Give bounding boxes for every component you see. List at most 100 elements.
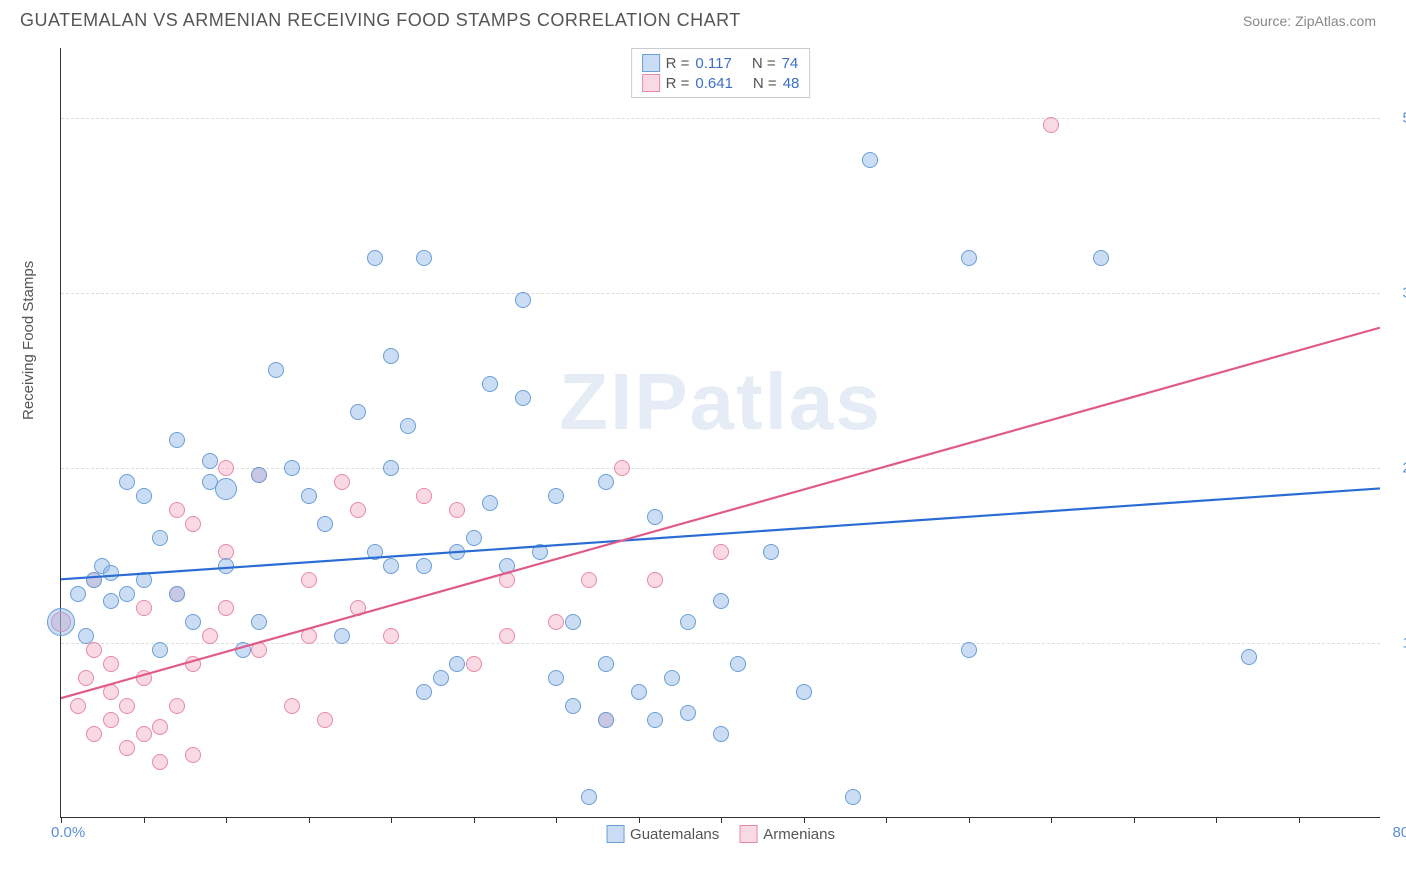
- y-tick-label: 50.0%: [1402, 110, 1406, 127]
- scatter-point: [680, 705, 696, 721]
- scatter-point: [78, 628, 94, 644]
- scatter-point: [284, 698, 300, 714]
- scatter-point: [169, 698, 185, 714]
- scatter-point: [730, 656, 746, 672]
- chart-title: GUATEMALAN VS ARMENIAN RECEIVING FOOD ST…: [20, 10, 741, 31]
- scatter-point: [152, 719, 168, 735]
- scatter-point: [416, 488, 432, 504]
- scatter-point: [103, 565, 119, 581]
- scatter-point: [713, 544, 729, 560]
- scatter-point: [367, 250, 383, 266]
- r-value-armenians: 0.641: [695, 75, 733, 92]
- scatter-point: [185, 656, 201, 672]
- scatter-point: [70, 586, 86, 602]
- scatter-point: [532, 544, 548, 560]
- scatter-point: [284, 460, 300, 476]
- scatter-point: [581, 572, 597, 588]
- scatter-point: [185, 516, 201, 532]
- scatter-point: [86, 642, 102, 658]
- stats-row-guatemalans: R = 0.117 N = 74: [642, 53, 800, 73]
- x-tick: [474, 817, 475, 823]
- swatch-armenians: [642, 74, 660, 92]
- scatter-point: [449, 656, 465, 672]
- scatter-point: [218, 558, 234, 574]
- scatter-point: [301, 488, 317, 504]
- scatter-point: [961, 250, 977, 266]
- x-tick: [556, 817, 557, 823]
- x-tick: [144, 817, 145, 823]
- x-tick: [61, 817, 62, 823]
- scatter-point: [301, 628, 317, 644]
- scatter-point: [416, 250, 432, 266]
- scatter-point: [845, 789, 861, 805]
- source-attribution: Source: ZipAtlas.com: [1243, 13, 1376, 29]
- scatter-point: [334, 474, 350, 490]
- legend-swatch-guatemalans: [606, 825, 624, 843]
- x-tick: [226, 817, 227, 823]
- scatter-point: [647, 572, 663, 588]
- scatter-point: [565, 698, 581, 714]
- x-tick: [639, 817, 640, 823]
- scatter-point: [334, 628, 350, 644]
- x-axis-max-label: 80.0%: [1392, 824, 1406, 841]
- scatter-point: [169, 586, 185, 602]
- scatter-point: [103, 712, 119, 728]
- scatter-point: [136, 488, 152, 504]
- scatter-point: [515, 292, 531, 308]
- scatter-point: [383, 460, 399, 476]
- scatter-point: [119, 740, 135, 756]
- scatter-point: [631, 684, 647, 700]
- scatter-point: [103, 656, 119, 672]
- scatter-point: [1093, 250, 1109, 266]
- gridline: [61, 293, 1380, 294]
- plot-surface: [61, 48, 1380, 817]
- scatter-point: [499, 628, 515, 644]
- scatter-point: [383, 628, 399, 644]
- scatter-point: [47, 608, 75, 636]
- scatter-point: [548, 488, 564, 504]
- x-axis-min-label: 0.0%: [51, 824, 85, 841]
- scatter-point: [215, 478, 237, 500]
- scatter-point: [169, 432, 185, 448]
- scatter-point: [350, 502, 366, 518]
- scatter-point: [383, 558, 399, 574]
- scatter-point: [548, 670, 564, 686]
- scatter-point: [647, 712, 663, 728]
- scatter-point: [581, 789, 597, 805]
- scatter-point: [1043, 117, 1059, 133]
- y-tick-label: 12.5%: [1402, 635, 1406, 652]
- chart-plot-area: ZIPatlas R = 0.117 N = 74 R = 0.641 N = …: [60, 48, 1380, 818]
- scatter-point: [86, 726, 102, 742]
- scatter-point: [482, 376, 498, 392]
- scatter-point: [152, 754, 168, 770]
- scatter-point: [251, 614, 267, 630]
- y-tick-label: 37.5%: [1402, 285, 1406, 302]
- x-tick: [1216, 817, 1217, 823]
- scatter-point: [70, 698, 86, 714]
- scatter-point: [367, 544, 383, 560]
- r-value-guatemalans: 0.117: [695, 55, 731, 72]
- n-value-armenians: 48: [783, 75, 800, 92]
- scatter-point: [713, 726, 729, 742]
- scatter-point: [86, 572, 102, 588]
- scatter-point: [433, 670, 449, 686]
- header: GUATEMALAN VS ARMENIAN RECEIVING FOOD ST…: [0, 0, 1406, 39]
- scatter-point: [317, 516, 333, 532]
- n-value-guatemalans: 74: [782, 55, 799, 72]
- y-axis-label: Receiving Food Stamps: [20, 261, 37, 420]
- scatter-point: [416, 558, 432, 574]
- x-tick: [886, 817, 887, 823]
- x-tick: [391, 817, 392, 823]
- scatter-point: [78, 670, 94, 686]
- scatter-point: [185, 747, 201, 763]
- scatter-point: [499, 572, 515, 588]
- scatter-point: [548, 614, 564, 630]
- scatter-point: [103, 593, 119, 609]
- scatter-point: [301, 572, 317, 588]
- scatter-point: [119, 474, 135, 490]
- scatter-point: [763, 544, 779, 560]
- x-tick: [1051, 817, 1052, 823]
- scatter-point: [466, 656, 482, 672]
- legend-item-guatemalans: Guatemalans: [606, 825, 719, 843]
- scatter-point: [103, 684, 119, 700]
